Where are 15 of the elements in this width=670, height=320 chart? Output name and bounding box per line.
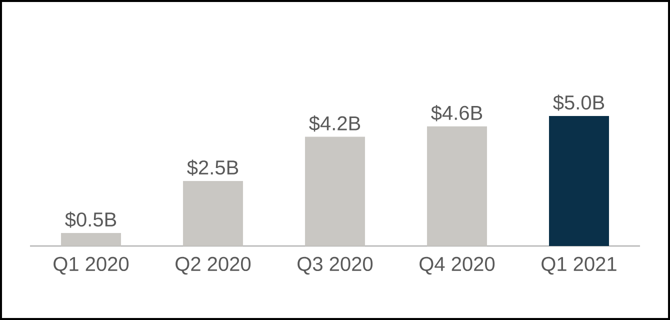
x-tick-label: Q3 2020 [298,256,373,275]
data-label: $0.5B [65,212,116,228]
bar [427,126,487,246]
data-label: $4.2B [309,115,360,132]
bar [61,233,121,246]
bar [183,181,243,246]
data-label: $4.6B [431,105,482,122]
bar [305,136,365,246]
x-tick-label: Q1 2021 [542,256,616,275]
x-tick-label: Q4 2020 [420,256,495,275]
x-tick-label: Q1 2020 [54,256,129,275]
bar [549,116,610,246]
data-label: $5.0B [553,94,604,111]
data-label: $2.5B [187,160,238,176]
x-tick-label: Q2 2020 [176,256,251,275]
